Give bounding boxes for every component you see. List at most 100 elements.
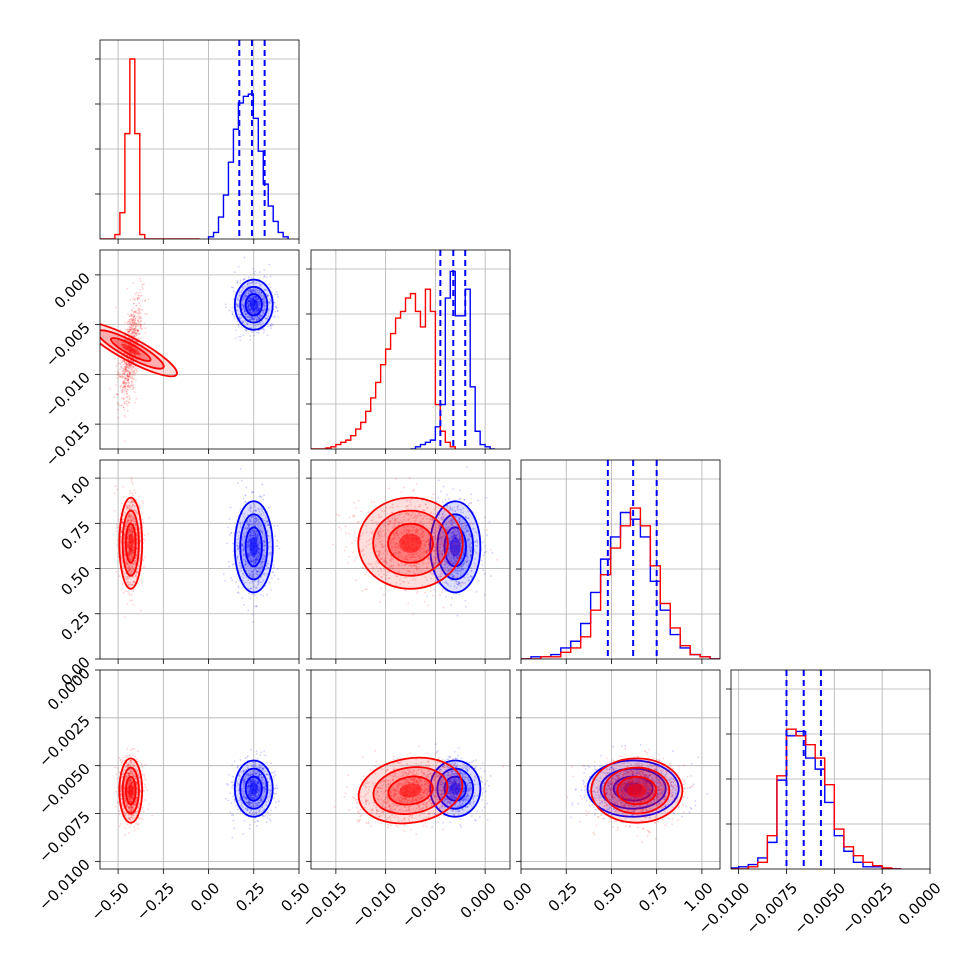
red-density-peak — [128, 533, 134, 553]
x-tick-label: −0.0025 — [838, 879, 897, 938]
y-tick-label: 1.00 — [57, 472, 93, 508]
x-tick-label: −0.005 — [398, 879, 450, 931]
red-contour — [603, 766, 671, 815]
red-histogram — [731, 728, 902, 869]
x-tick-label: −0.010 — [348, 879, 400, 931]
red-contour — [590, 757, 684, 824]
red-density-peak — [399, 783, 422, 798]
red-contour — [616, 775, 658, 806]
red-density-peak — [627, 783, 647, 798]
panel-1-1 — [306, 249, 511, 454]
y-tick-label: −0.015 — [42, 418, 94, 470]
axes-frame — [99, 39, 300, 240]
red-histogram — [521, 507, 720, 659]
gridlines — [100, 250, 299, 449]
blue-contour — [443, 775, 467, 802]
blue-contour — [436, 513, 475, 581]
axes-frame — [310, 669, 511, 870]
blue-histogram — [731, 730, 902, 869]
blue-contour — [239, 285, 269, 324]
axes-frame — [520, 459, 721, 660]
axes-frame — [99, 459, 300, 660]
red-contour — [118, 757, 144, 824]
red-histogram — [311, 288, 456, 449]
x-tick-label: −0.0050 — [790, 879, 849, 938]
x-tick-label: 0.000 — [457, 879, 500, 922]
gridlines — [311, 250, 510, 449]
x-tick-label: −0.25 — [133, 879, 178, 924]
red-density-peak — [128, 783, 134, 798]
red-contour — [124, 522, 137, 564]
gridlines — [100, 460, 299, 659]
axes-frame — [99, 249, 300, 450]
y-tick-label: −0.0100 — [35, 855, 94, 914]
blue-contour — [586, 759, 680, 818]
axes-frame — [99, 669, 300, 870]
y-tick-label: −0.005 — [42, 319, 94, 371]
blue-contour — [233, 759, 274, 818]
blue-density-peak — [249, 537, 258, 557]
x-tick-label: −0.50 — [88, 879, 133, 924]
red-contour — [118, 496, 144, 590]
y-tick-label: −0.0050 — [35, 760, 94, 819]
blue-density-peak — [249, 782, 258, 795]
gridlines — [521, 460, 720, 659]
red-contour — [100, 321, 178, 378]
panel-0-0 — [95, 39, 300, 244]
blue-histogram — [207, 93, 289, 239]
red-contour — [100, 329, 165, 370]
y-tick-label: −0.0025 — [35, 712, 94, 771]
red-density-peak — [120, 343, 141, 356]
y-tick-label: −0.0075 — [35, 808, 94, 867]
red-scatter — [331, 477, 498, 615]
gridlines — [731, 670, 930, 869]
panel-3-1: −0.015−0.010−0.005 0.000 — [299, 669, 511, 931]
red-contour — [121, 509, 140, 577]
x-tick-label: 0.50 — [590, 879, 626, 915]
red-contour — [372, 509, 449, 577]
red-density-peak — [399, 533, 422, 553]
blue-density-peak — [449, 537, 461, 557]
blue-contour — [244, 526, 263, 568]
x-tick-label: 0.75 — [635, 879, 671, 915]
blue-contour — [244, 775, 263, 802]
blue-contour — [244, 293, 263, 317]
axes-frame — [730, 669, 931, 870]
x-tick-label: 0.00 — [187, 879, 223, 915]
x-tick-label: 0.25 — [545, 879, 581, 915]
y-tick-label: 0.000 — [51, 269, 94, 312]
blue-contour — [239, 513, 269, 581]
panel-3-0: −0.50 −0.25 0.00 0.25 0.50−0.0100−0.0075−0.0… — [35, 664, 314, 924]
red-contour — [124, 775, 137, 806]
y-tick-label: 0.50 — [57, 563, 93, 599]
y-tick-label: 0.25 — [57, 608, 93, 644]
blue-contour — [429, 759, 482, 818]
gridlines — [100, 40, 299, 239]
blue-contour — [239, 767, 269, 810]
y-tick-label: −0.010 — [42, 368, 94, 420]
x-tick-label: 0.0000 — [895, 879, 945, 929]
red-contour — [387, 522, 434, 564]
axes-frame — [310, 249, 511, 450]
panel-2-1 — [306, 459, 511, 664]
blue-density-peak — [249, 299, 258, 311]
panel-1-0: −0.015−0.010−0.005 0.000 — [42, 249, 300, 470]
panel-2-0: 0.000.250.500.751.00 — [57, 459, 300, 689]
gridlines — [311, 670, 510, 869]
blue-contour — [233, 500, 274, 594]
panel-2-2 — [516, 459, 721, 664]
blue-density-peak — [449, 782, 461, 795]
x-tick-label: 0.00 — [499, 879, 535, 915]
x-tick-label: −0.0075 — [743, 879, 802, 938]
red-histogram — [100, 58, 200, 239]
red-contour — [372, 766, 449, 815]
red-contour — [357, 496, 464, 590]
blue-histogram — [410, 270, 496, 449]
red-contour — [121, 766, 140, 815]
red-contour — [387, 775, 434, 806]
blue-contour — [429, 500, 482, 594]
blue-contour — [233, 278, 274, 331]
y-tick-label: 0.75 — [57, 517, 93, 553]
